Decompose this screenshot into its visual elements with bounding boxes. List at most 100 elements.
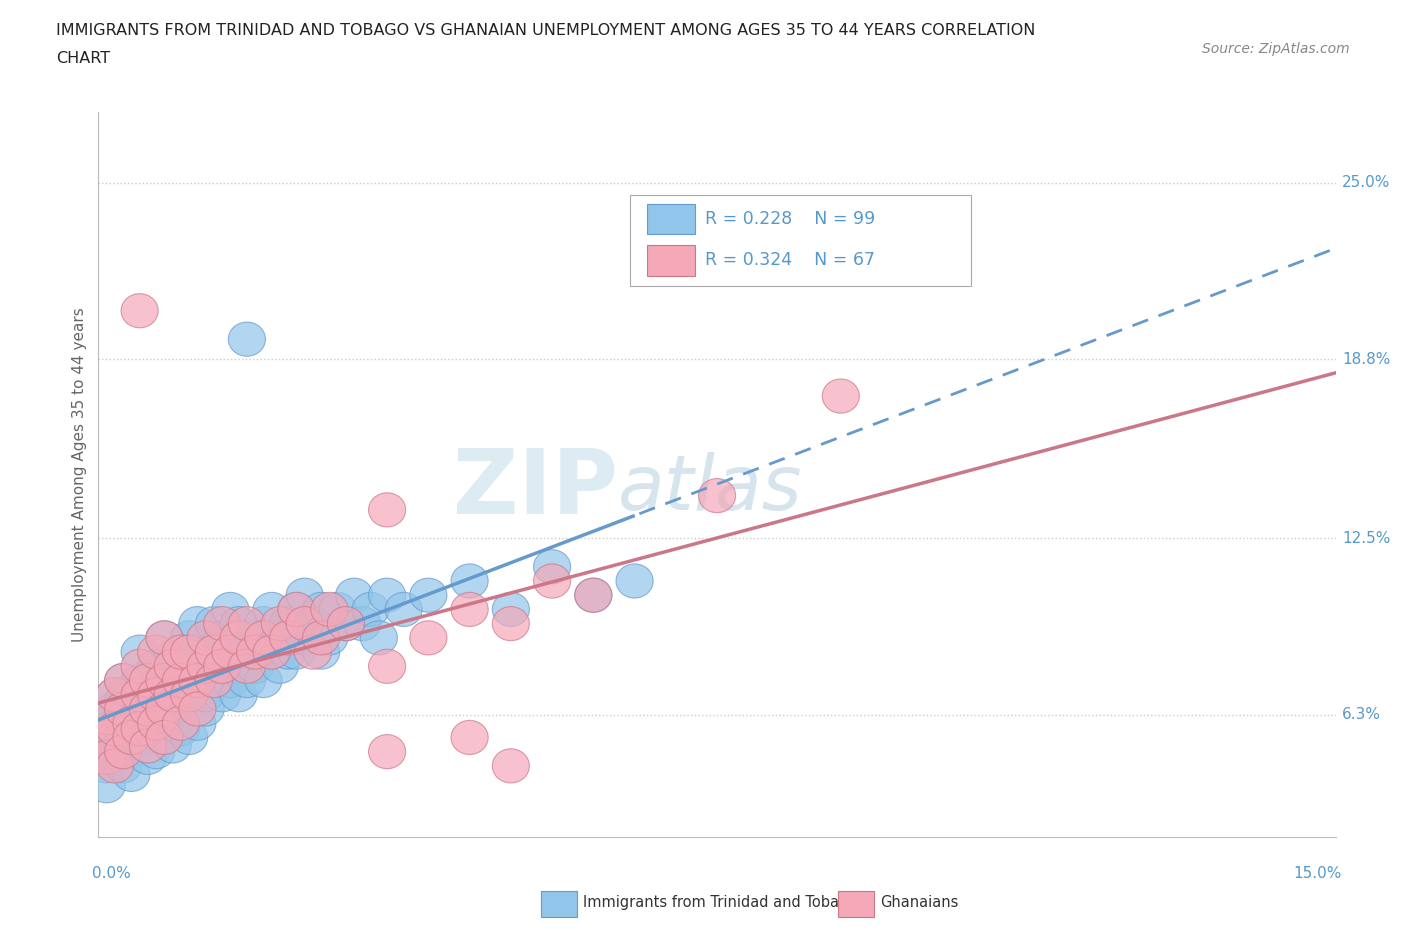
Ellipse shape xyxy=(262,621,298,655)
Ellipse shape xyxy=(311,592,347,627)
Ellipse shape xyxy=(170,635,208,670)
Ellipse shape xyxy=(368,649,406,684)
Ellipse shape xyxy=(328,606,364,641)
Ellipse shape xyxy=(195,663,232,698)
Ellipse shape xyxy=(368,578,406,612)
Ellipse shape xyxy=(104,684,142,718)
Text: 15.0%: 15.0% xyxy=(1294,866,1341,881)
Ellipse shape xyxy=(451,592,488,627)
Ellipse shape xyxy=(285,578,323,612)
Ellipse shape xyxy=(319,592,356,627)
Ellipse shape xyxy=(236,635,274,670)
Ellipse shape xyxy=(204,649,240,684)
Ellipse shape xyxy=(302,635,340,670)
Ellipse shape xyxy=(228,322,266,356)
Ellipse shape xyxy=(162,635,200,670)
Text: CHART: CHART xyxy=(56,51,110,66)
Ellipse shape xyxy=(204,606,240,641)
Ellipse shape xyxy=(533,550,571,584)
Ellipse shape xyxy=(89,729,125,763)
Ellipse shape xyxy=(121,678,159,711)
Ellipse shape xyxy=(138,706,174,740)
Ellipse shape xyxy=(187,678,224,711)
Ellipse shape xyxy=(221,649,257,684)
Ellipse shape xyxy=(155,706,191,740)
Ellipse shape xyxy=(270,635,307,670)
Ellipse shape xyxy=(253,635,290,670)
Ellipse shape xyxy=(212,592,249,627)
Ellipse shape xyxy=(451,564,488,598)
Ellipse shape xyxy=(270,621,307,655)
FancyBboxPatch shape xyxy=(838,891,875,917)
Ellipse shape xyxy=(138,649,174,684)
Ellipse shape xyxy=(328,606,364,641)
Text: 12.5%: 12.5% xyxy=(1341,531,1391,546)
Ellipse shape xyxy=(146,692,183,726)
Ellipse shape xyxy=(204,621,240,655)
Ellipse shape xyxy=(129,663,166,698)
Ellipse shape xyxy=(97,740,134,775)
FancyBboxPatch shape xyxy=(541,891,578,917)
Ellipse shape xyxy=(129,684,166,718)
Ellipse shape xyxy=(121,649,159,684)
Text: ZIP: ZIP xyxy=(453,445,619,533)
Text: 25.0%: 25.0% xyxy=(1341,175,1391,191)
Ellipse shape xyxy=(104,663,142,698)
Ellipse shape xyxy=(146,655,183,689)
Ellipse shape xyxy=(155,641,191,675)
Ellipse shape xyxy=(409,621,447,655)
Text: Source: ZipAtlas.com: Source: ZipAtlas.com xyxy=(1202,42,1350,56)
Ellipse shape xyxy=(253,635,290,670)
Ellipse shape xyxy=(97,692,134,726)
Ellipse shape xyxy=(187,649,224,684)
Ellipse shape xyxy=(170,621,208,655)
Ellipse shape xyxy=(204,649,240,684)
FancyBboxPatch shape xyxy=(630,195,970,286)
Ellipse shape xyxy=(146,663,183,698)
Ellipse shape xyxy=(253,592,290,627)
Text: R = 0.324    N = 67: R = 0.324 N = 67 xyxy=(704,251,875,270)
Ellipse shape xyxy=(104,735,142,769)
Ellipse shape xyxy=(146,621,183,655)
Ellipse shape xyxy=(385,592,422,627)
Ellipse shape xyxy=(212,635,249,670)
Ellipse shape xyxy=(179,606,217,641)
Ellipse shape xyxy=(409,578,447,612)
Ellipse shape xyxy=(212,663,249,698)
FancyBboxPatch shape xyxy=(647,246,695,275)
Ellipse shape xyxy=(104,692,142,726)
Ellipse shape xyxy=(278,592,315,627)
Ellipse shape xyxy=(162,711,200,746)
Ellipse shape xyxy=(616,564,654,598)
Ellipse shape xyxy=(221,606,257,641)
Text: Ghanaians: Ghanaians xyxy=(880,895,959,910)
Ellipse shape xyxy=(236,649,274,684)
Ellipse shape xyxy=(245,606,283,641)
Ellipse shape xyxy=(112,706,150,740)
Ellipse shape xyxy=(97,678,134,711)
Ellipse shape xyxy=(89,711,125,746)
Ellipse shape xyxy=(368,493,406,527)
Ellipse shape xyxy=(89,721,125,754)
Ellipse shape xyxy=(170,721,208,754)
Ellipse shape xyxy=(533,564,571,598)
Ellipse shape xyxy=(97,749,134,783)
Ellipse shape xyxy=(336,578,373,612)
Ellipse shape xyxy=(89,740,125,775)
Text: 6.3%: 6.3% xyxy=(1341,707,1381,723)
Ellipse shape xyxy=(575,578,612,612)
Ellipse shape xyxy=(138,735,174,769)
Ellipse shape xyxy=(146,721,183,754)
Ellipse shape xyxy=(121,698,159,732)
Ellipse shape xyxy=(138,706,174,740)
Ellipse shape xyxy=(311,621,347,655)
Ellipse shape xyxy=(204,678,240,711)
Ellipse shape xyxy=(121,635,159,670)
Ellipse shape xyxy=(97,711,134,746)
Ellipse shape xyxy=(262,649,298,684)
Ellipse shape xyxy=(121,711,159,746)
Ellipse shape xyxy=(699,479,735,512)
Ellipse shape xyxy=(360,621,398,655)
Ellipse shape xyxy=(129,721,166,754)
Ellipse shape xyxy=(451,721,488,754)
